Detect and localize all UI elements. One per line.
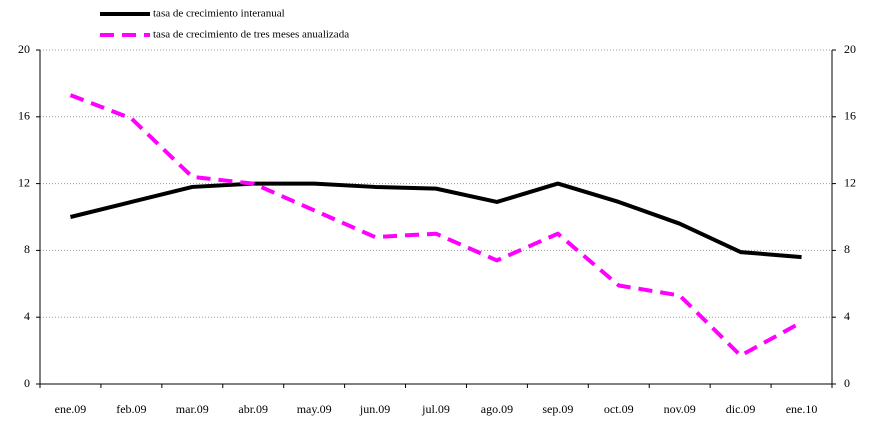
x-tick-label: nov.09 — [664, 402, 696, 416]
y-tick-label: 8 — [24, 242, 30, 256]
x-tick-label: ene.09 — [55, 402, 87, 416]
y2-tick-label: 16 — [844, 109, 856, 123]
y-tick-label: 4 — [24, 309, 30, 323]
x-tick-label: oct.09 — [604, 402, 634, 416]
x-tick-label: jun.09 — [359, 402, 390, 416]
x-tick-label: mar.09 — [176, 402, 209, 416]
legend-text: tasa de crecimiento de tres meses anuali… — [153, 29, 349, 41]
x-tick-label: ago.09 — [481, 402, 513, 416]
y-tick-label: 12 — [18, 175, 30, 189]
x-tick-label: abr.09 — [238, 402, 268, 416]
y2-tick-label: 8 — [844, 242, 850, 256]
x-tick-label: may.09 — [297, 402, 332, 416]
y-tick-label: 16 — [18, 109, 30, 123]
y-tick-label: 0 — [24, 376, 30, 390]
series-line — [69, 181, 802, 260]
x-tick-label: sep.09 — [542, 402, 573, 416]
x-tick-label: ene.10 — [786, 402, 818, 416]
y-tick-label: 20 — [18, 42, 30, 56]
x-tick-label: dic.09 — [726, 402, 756, 416]
y2-tick-label: 4 — [844, 309, 850, 323]
series-line — [69, 93, 803, 358]
y2-tick-label: 0 — [844, 376, 850, 390]
legend-text: tasa de crecimiento interanual — [153, 8, 285, 20]
x-tick-label: feb.09 — [116, 402, 146, 416]
x-tick-label: jul.09 — [421, 402, 450, 416]
y2-tick-label: 20 — [844, 42, 856, 56]
y2-tick-label: 12 — [844, 175, 856, 189]
